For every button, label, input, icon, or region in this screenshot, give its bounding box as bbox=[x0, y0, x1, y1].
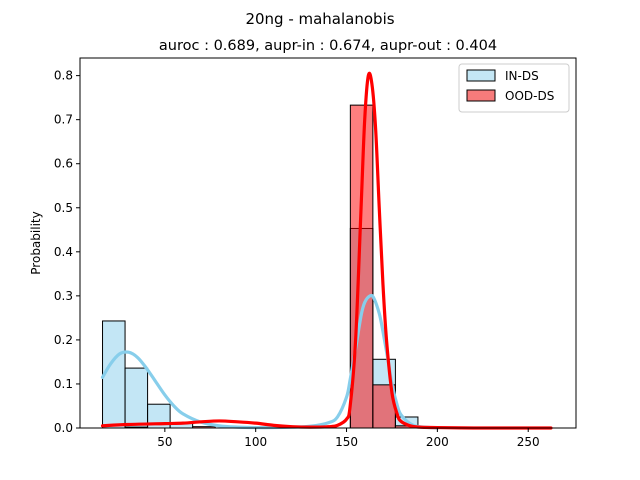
x-tick-label-50: 50 bbox=[157, 435, 172, 449]
y-tick-label-0.6: 0.6 bbox=[54, 157, 73, 171]
legend-label-in-ds: IN-DS bbox=[505, 69, 539, 83]
x-tick-label-150: 150 bbox=[335, 435, 358, 449]
legend: IN-DS OOD-DS bbox=[458, 63, 570, 113]
plot-frame bbox=[79, 57, 577, 429]
y-tick-label-0.1: 0.1 bbox=[54, 377, 73, 391]
legend-swatch-in-ds bbox=[466, 69, 496, 82]
legend-label-ood-ds: OOD-DS bbox=[505, 89, 554, 103]
y-tick-label-0.0: 0.0 bbox=[54, 421, 73, 435]
y-tick-label-0.4: 0.4 bbox=[54, 245, 73, 259]
chart-subtitle: auroc : 0.689, aupr-in : 0.674, aupr-out… bbox=[159, 38, 497, 54]
y-axis: 0.0 0.1 0.2 0.3 0.4 0.5 0.6 0.7 0.8 bbox=[54, 69, 80, 435]
x-tick-label-100: 100 bbox=[244, 435, 267, 449]
y-axis-label: Probability bbox=[29, 211, 43, 274]
x-tick-label-250: 250 bbox=[517, 435, 540, 449]
chart-title: 20ng - mahalanobis bbox=[245, 10, 394, 28]
y-tick-label-0.8: 0.8 bbox=[54, 69, 73, 83]
y-tick-label-0.7: 0.7 bbox=[54, 113, 73, 127]
y-tick-label-0.3: 0.3 bbox=[54, 289, 73, 303]
y-tick-label-0.5: 0.5 bbox=[54, 201, 73, 215]
ood-ds-kde-line bbox=[100, 71, 553, 430]
kde-lines bbox=[100, 71, 553, 430]
x-tick-label-200: 200 bbox=[426, 435, 449, 449]
legend-swatch-ood-ds bbox=[466, 89, 496, 102]
in-ds-bar-1 bbox=[124, 367, 149, 429]
x-axis: 50 100 150 200 250 bbox=[157, 428, 540, 449]
y-tick-label-0.2: 0.2 bbox=[54, 333, 73, 347]
